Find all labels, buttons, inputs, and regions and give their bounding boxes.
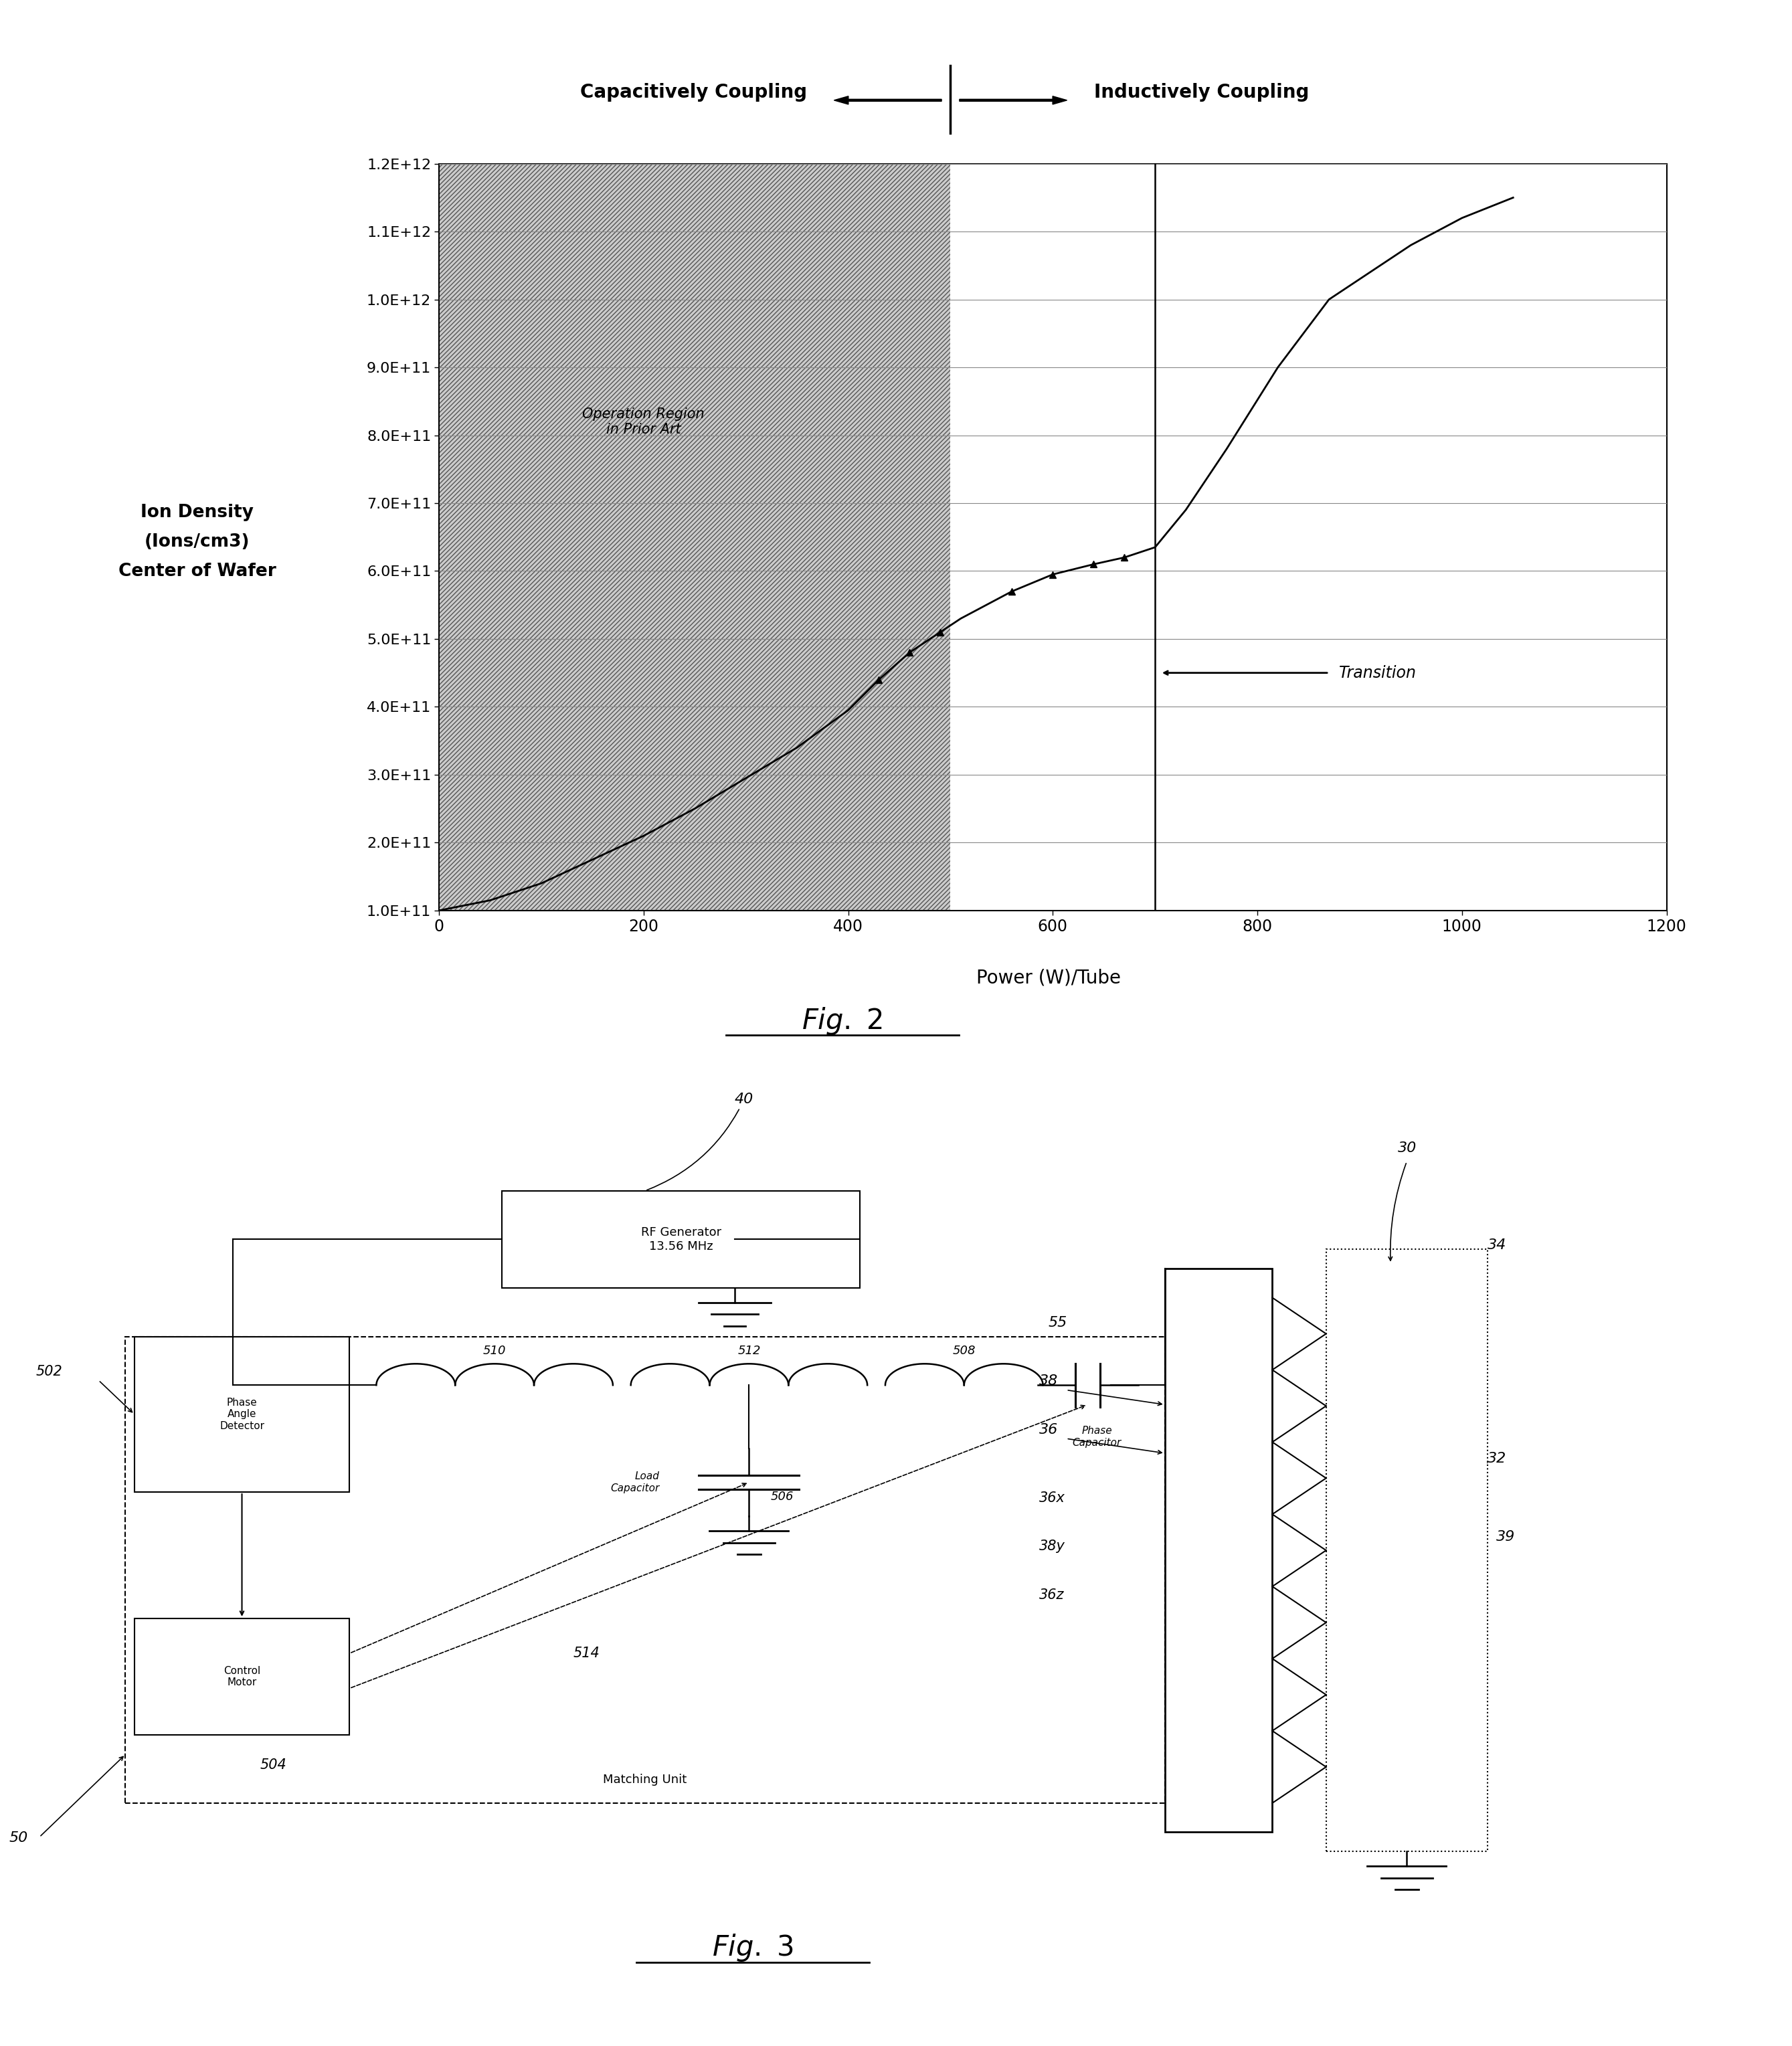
Text: 506: 506 — [771, 1489, 794, 1502]
Text: 512: 512 — [738, 1344, 760, 1356]
Text: 510: 510 — [484, 1344, 505, 1356]
Bar — [134, 1336, 349, 1492]
Text: 504: 504 — [260, 1758, 287, 1772]
Text: 40: 40 — [647, 1093, 754, 1191]
Bar — [439, 164, 950, 910]
Bar — [125, 1336, 1165, 1803]
Text: Phase
Capacitor: Phase Capacitor — [1072, 1426, 1122, 1449]
Text: Transition: Transition — [1339, 665, 1417, 681]
Text: $\it{Fig.\ 3}$: $\it{Fig.\ 3}$ — [711, 1931, 794, 1964]
Text: 32: 32 — [1487, 1453, 1507, 1465]
Text: 36x: 36x — [1039, 1492, 1066, 1504]
Text: Ion Density
(Ions/cm3)
Center of Wafer: Ion Density (Ions/cm3) Center of Wafer — [118, 503, 276, 581]
Text: 38: 38 — [1039, 1375, 1059, 1387]
Text: 30: 30 — [1398, 1142, 1417, 1154]
Bar — [502, 1191, 860, 1289]
Text: RF Generator
13.56 MHz: RF Generator 13.56 MHz — [642, 1226, 720, 1252]
Text: 508: 508 — [953, 1344, 975, 1356]
Text: Control
Motor: Control Motor — [224, 1665, 260, 1688]
Text: 55: 55 — [1048, 1316, 1068, 1330]
Text: Capacitively Coupling: Capacitively Coupling — [581, 82, 806, 102]
Text: Phase
Angle
Detector: Phase Angle Detector — [219, 1397, 265, 1430]
Text: 34: 34 — [1487, 1238, 1507, 1252]
Text: 38y: 38y — [1039, 1541, 1066, 1553]
Text: Inductively Coupling: Inductively Coupling — [1093, 82, 1308, 102]
Text: 36z: 36z — [1039, 1588, 1064, 1602]
Bar — [134, 1618, 349, 1735]
Text: Load
Capacitor: Load Capacitor — [611, 1471, 659, 1494]
Bar — [1165, 1269, 1272, 1833]
Text: Power (W)/Tube: Power (W)/Tube — [977, 968, 1120, 988]
Text: Matching Unit: Matching Unit — [604, 1774, 686, 1786]
Text: 502: 502 — [36, 1365, 63, 1379]
Text: 36: 36 — [1039, 1424, 1059, 1436]
Text: $\it{Fig.\ 2}$: $\it{Fig.\ 2}$ — [801, 1005, 883, 1037]
Bar — [1326, 1248, 1487, 1852]
Text: Operation Region
in Prior Art: Operation Region in Prior Art — [582, 407, 704, 436]
Text: 50: 50 — [9, 1831, 29, 1845]
Text: 514: 514 — [573, 1647, 600, 1659]
Text: 39: 39 — [1496, 1530, 1516, 1543]
